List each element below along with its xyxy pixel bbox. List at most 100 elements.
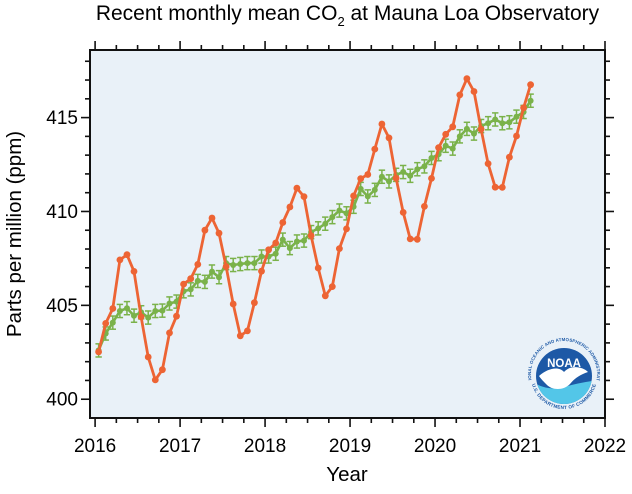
monthly-mean-point (421, 203, 428, 210)
noaa-bird-icon (539, 367, 588, 389)
monthly-mean-point (336, 245, 343, 253)
trend-point (442, 142, 449, 149)
monthly-mean-point (244, 327, 251, 335)
monthly-mean-series (95, 75, 534, 384)
trend-point (230, 262, 237, 268)
monthly-mean-point (506, 153, 513, 161)
monthly-mean-point (187, 275, 195, 283)
trend-point (131, 312, 137, 319)
trend-point (343, 210, 350, 217)
monthly-mean-point (307, 232, 315, 240)
monthly-mean-point (399, 209, 407, 216)
trend-point (315, 225, 322, 232)
monthly-mean-point (513, 132, 520, 140)
trend-point (357, 185, 364, 192)
y-tick-label: 405 (46, 296, 78, 317)
monthly-mean-point (166, 329, 173, 337)
trend-point (209, 268, 215, 275)
trend-point (216, 274, 222, 281)
monthly-mean-point (300, 193, 308, 201)
x-tick-label: 2016 (74, 436, 116, 457)
trend-point (194, 277, 201, 284)
chart-title-suffix: at Mauna Loa Observatory (344, 2, 600, 25)
trend-point (456, 133, 463, 140)
monthly-mean-point (251, 299, 258, 307)
monthly-mean-point (413, 235, 421, 243)
monthly-mean-point (449, 123, 457, 131)
trend-point (513, 113, 520, 120)
monthly-mean-point (208, 214, 216, 222)
plot-border (89, 49, 606, 419)
trend-point (301, 237, 307, 244)
monthly-mean-point (201, 226, 209, 234)
y-axis-label: Parts per million (ppm) (3, 131, 26, 337)
monthly-mean-point (159, 366, 166, 374)
trend-point (386, 178, 392, 185)
chart-title: Recent monthly mean CO2 at Mauna Loa Obs… (90, 2, 605, 29)
trend-point (322, 220, 329, 227)
trend-point (485, 120, 492, 127)
monthly-mean-point (527, 81, 534, 89)
monthly-mean-point (328, 283, 336, 290)
monthly-mean-point (194, 261, 202, 268)
monthly-mean-point (116, 256, 124, 264)
monthly-mean-point (265, 246, 272, 254)
trend-point (116, 308, 123, 314)
noaa-logo-sea (536, 381, 592, 404)
trend-point (499, 120, 506, 127)
trend-point (527, 97, 534, 104)
monthly-mean-point (215, 229, 223, 237)
monthly-mean-point (123, 251, 131, 259)
trend-point (400, 169, 407, 175)
x-tick-label: 2019 (329, 436, 371, 457)
trend-point (428, 155, 435, 161)
monthly-mean-point (435, 144, 442, 152)
trend-point (159, 307, 166, 314)
monthly-mean-point (222, 263, 230, 270)
trend-point (251, 260, 258, 267)
monthly-mean-point (272, 239, 280, 247)
monthly-mean-point (137, 313, 145, 321)
monthly-mean-point (498, 184, 506, 191)
trend-point (378, 173, 385, 180)
monthly-mean-point (279, 219, 287, 226)
trend-point (258, 253, 265, 260)
monthly-mean-point (144, 353, 152, 361)
monthly-mean-point (442, 130, 450, 138)
monthly-mean-point (151, 376, 159, 384)
monthly-mean-point (477, 125, 485, 133)
y-tick-label: 410 (46, 202, 78, 223)
monthly-mean-point (130, 268, 138, 275)
x-tick-label: 2017 (159, 436, 201, 457)
trend-point (329, 214, 336, 221)
chart-title-prefix: Recent monthly mean CO (95, 2, 338, 25)
monthly-mean-point (350, 192, 357, 200)
trend-point (293, 238, 300, 245)
monthly-mean-point (470, 88, 478, 95)
chart-title-subscript: 2 (337, 14, 345, 29)
x-tick-label: 2021 (499, 436, 541, 457)
trend-point (449, 145, 456, 152)
trend-point (286, 245, 293, 252)
monthly-mean-point (484, 160, 492, 168)
trend-point (506, 119, 513, 126)
monthly-mean-point (491, 183, 499, 191)
monthly-mean-point (102, 320, 110, 327)
trend-point (166, 300, 173, 307)
monthly-mean-point (364, 171, 372, 178)
trend-point (492, 116, 499, 123)
trend-point (237, 261, 244, 267)
monthly-mean-point (293, 184, 301, 192)
x-tick-label: 2020 (414, 436, 456, 457)
trend-point (145, 314, 152, 321)
monthly-mean-point (258, 267, 265, 275)
x-tick-label: 2018 (244, 436, 286, 457)
monthly-mean-point (428, 175, 435, 182)
monthly-mean-point (314, 264, 322, 272)
trend-point (187, 286, 194, 293)
trend-point (336, 207, 343, 214)
monthly-mean-point (357, 175, 365, 183)
monthly-mean-point (406, 235, 414, 243)
trend-point (124, 305, 130, 312)
monthly-mean-point (392, 174, 400, 182)
